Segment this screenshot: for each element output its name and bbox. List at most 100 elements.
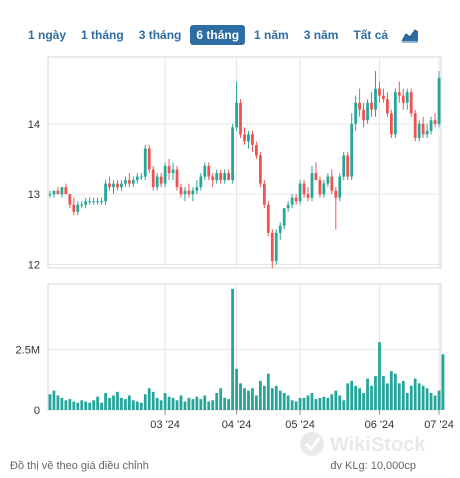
candle-body	[286, 204, 290, 209]
volume-bar	[207, 401, 211, 410]
volume-bar	[397, 383, 401, 410]
candle-body	[354, 102, 358, 124]
price-panel-frame	[47, 56, 442, 269]
volume-bar	[298, 397, 302, 410]
x-tick-label: 04 '24	[222, 419, 252, 431]
volume-bar	[306, 395, 310, 410]
candle-body	[243, 134, 246, 142]
candle-body	[56, 190, 60, 195]
candle-body	[191, 190, 195, 195]
tab-1-day[interactable]: 1 ngày	[28, 28, 67, 42]
candle-body	[167, 166, 171, 174]
volume-bar	[302, 397, 306, 410]
tab-3-years[interactable]: 3 năm	[303, 28, 339, 42]
volume-bar	[405, 393, 409, 410]
volume-bar	[334, 390, 338, 410]
volume-bar	[72, 401, 76, 410]
volume-bar	[290, 400, 294, 410]
volume-bar	[88, 402, 92, 410]
volume-bar	[322, 396, 326, 410]
volume-bar	[314, 399, 318, 410]
candle-body	[84, 201, 88, 205]
watermark-logo: WikiStock	[300, 432, 426, 456]
candle-body	[100, 201, 103, 203]
tab-all[interactable]: Tất cả	[353, 28, 389, 42]
volume-bar	[239, 383, 242, 410]
candle-body	[405, 92, 409, 103]
candle-body	[120, 183, 123, 188]
volume-bar	[278, 390, 282, 410]
candle-body	[338, 176, 342, 198]
volume-bar	[108, 397, 111, 410]
candle-body	[413, 113, 417, 138]
volume-tick-label: 0	[34, 405, 40, 417]
candle-body	[334, 190, 338, 198]
price-tick-label: 12	[28, 259, 40, 271]
area-chart-icon[interactable]	[401, 27, 419, 43]
volume-bar	[159, 400, 163, 410]
volume-bar	[219, 388, 223, 410]
volume-bar	[413, 378, 417, 410]
volume-bar	[401, 380, 405, 410]
candle-body	[389, 113, 393, 135]
volume-bar	[76, 402, 80, 410]
volume-bar	[362, 393, 365, 410]
volume-bar	[48, 394, 52, 410]
candle-body	[374, 88, 377, 110]
candle-body	[358, 102, 362, 110]
candle-body	[282, 208, 286, 226]
volume-bar	[282, 393, 286, 410]
tab-3-months[interactable]: 3 tháng	[138, 28, 182, 42]
volume-bar	[64, 400, 68, 410]
volume-bar	[274, 385, 278, 410]
candle-body	[88, 201, 92, 203]
volume-bar	[251, 388, 254, 410]
volume-bar	[231, 288, 234, 410]
candle-body	[203, 166, 207, 177]
volume-bar	[350, 380, 354, 410]
candle-body	[227, 173, 231, 181]
volume-bar	[135, 401, 139, 410]
volume-bar	[262, 385, 266, 410]
volume-bar	[358, 388, 362, 410]
candle-body	[437, 78, 441, 124]
candle-body	[266, 204, 270, 233]
volume-bar	[270, 388, 274, 410]
candle-body	[131, 180, 135, 184]
volume-bar	[167, 396, 171, 410]
candle-body	[215, 173, 219, 181]
volume-bar	[179, 395, 183, 410]
x-tick-label: 07 '24	[424, 419, 454, 431]
tab-6-months[interactable]: 6 tháng	[190, 25, 246, 45]
candle-body	[104, 183, 107, 202]
candle-body	[116, 183, 119, 188]
candle-body	[258, 155, 262, 184]
volume-bar	[389, 371, 393, 410]
candle-body	[330, 176, 334, 191]
volume-bar	[286, 395, 290, 410]
volume-bar	[437, 390, 441, 410]
volume-bar	[258, 380, 262, 410]
volume-bar	[433, 395, 437, 410]
candle-body	[346, 155, 350, 177]
candle-body	[378, 88, 381, 96]
candle-body	[60, 187, 64, 195]
volume-bar	[429, 393, 433, 410]
volume-bar	[68, 399, 72, 410]
volume-bar	[386, 383, 389, 410]
volume-bar	[374, 376, 377, 410]
volume-bar	[143, 394, 147, 410]
volume-bar	[163, 393, 167, 410]
tab-1-month[interactable]: 1 tháng	[81, 28, 124, 42]
volume-unit-note: đv KLg: 10,000cp	[330, 460, 416, 472]
price-tick-label: 14	[28, 119, 40, 131]
candle-body	[159, 176, 163, 184]
candle-body	[92, 201, 96, 203]
volume-bar	[183, 401, 187, 410]
volume-bar	[120, 397, 123, 410]
range-tabs: 1 ngày 1 tháng 3 tháng 6 tháng 1 năm 3 n…	[22, 24, 419, 46]
tab-1-year[interactable]: 1 năm	[254, 28, 289, 42]
volume-bar	[171, 397, 175, 410]
candle-body	[175, 169, 179, 188]
candle-body	[294, 197, 298, 202]
